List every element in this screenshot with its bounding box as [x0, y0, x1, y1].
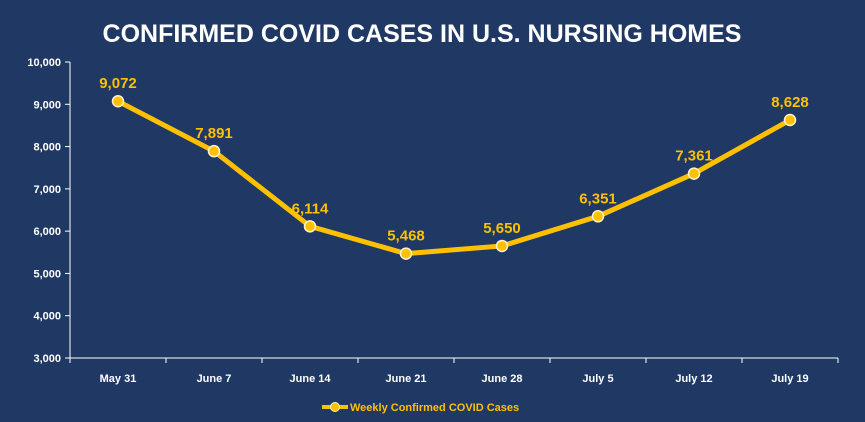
data-label: 6,351 [579, 190, 617, 207]
y-axis: 3,000 4,000 5,000 6,000 7,000 8,000 9,000 10,00… [27, 57, 71, 365]
y-tick-label: 8,000 [33, 142, 61, 154]
chart-title: CONFIRMED COVID CASES IN U.S. NURSING HO… [103, 20, 742, 48]
x-tick-label: May 31 [100, 373, 137, 385]
y-tick-label: 10,000 [27, 57, 61, 69]
x-tick-label: June 7 [197, 373, 232, 385]
data-label: 6,114 [292, 200, 329, 217]
data-point [687, 167, 701, 180]
legend-marker-swatch [330, 402, 340, 412]
data-label: 5,468 [387, 228, 425, 245]
legend: Weekly Confirmed COVID Cases [322, 402, 519, 414]
x-tick-label: July 5 [582, 373, 613, 385]
x-tick-label: July 19 [771, 373, 808, 385]
data-label: 7,891 [195, 125, 233, 142]
data-point [783, 113, 797, 127]
y-tick-label: 3,000 [33, 353, 61, 365]
series-line [115, 98, 793, 257]
y-tick-label: 9,000 [33, 99, 61, 111]
data-label: 7,361 [675, 148, 713, 165]
series-layer: 9,072 7,891 6,114 5,468 5,650 6,351 7,361 8,628 [99, 75, 809, 260]
x-tick-label: June 28 [482, 373, 523, 385]
data-point [399, 247, 413, 260]
x-tick-label: July 12 [675, 373, 712, 385]
data-label: 9,072 [99, 75, 137, 92]
x-tick-label: June 14 [290, 373, 332, 385]
data-point [207, 144, 221, 158]
x-tick-label: June 21 [386, 373, 427, 385]
y-tick-label: 5,000 [33, 268, 61, 280]
y-tick-label: 4,000 [33, 311, 61, 323]
data-point [111, 94, 125, 108]
y-tick-label: 7,000 [33, 184, 61, 196]
y-tick-label: 6,000 [33, 226, 61, 238]
data-label: 8,628 [771, 94, 809, 111]
data-label: 5,650 [483, 220, 521, 237]
data-point [303, 220, 317, 233]
data-point [591, 210, 605, 223]
x-axis: May 31 June 7 June 14 June 21 June 28 July 5 J… [69, 357, 839, 385]
data-point [495, 239, 509, 253]
legend-entry: Weekly Confirmed COVID Cases [350, 402, 519, 414]
